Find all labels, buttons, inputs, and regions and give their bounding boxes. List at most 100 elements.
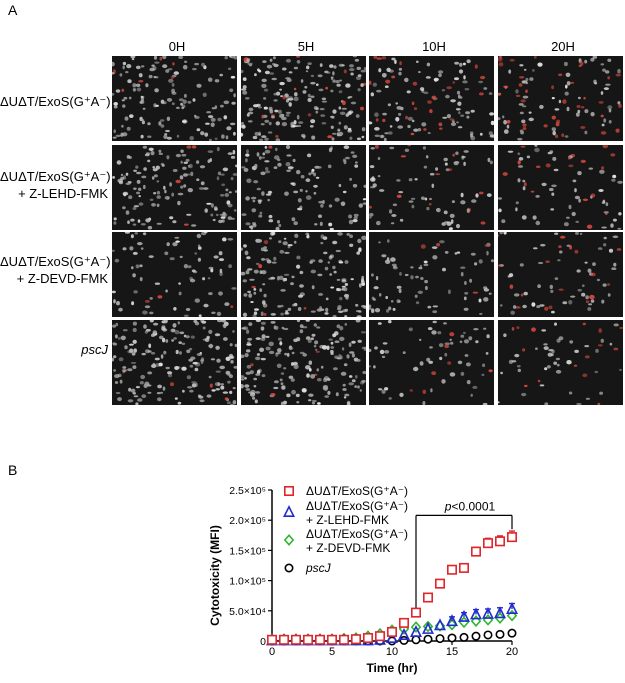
pvalue-label: p<0.0001: [444, 499, 496, 513]
data-point: [410, 621, 422, 634]
data-point: [446, 614, 458, 627]
data-point: [374, 631, 385, 642]
data-point: [482, 538, 493, 549]
data-point: [410, 624, 422, 637]
data-point: [482, 606, 494, 619]
legend-label: ΔUΔT/ExoS(G⁺A⁻): [306, 484, 408, 498]
data-point: [338, 634, 349, 645]
data-point: [398, 627, 410, 640]
column-header-5h: 5H: [297, 39, 315, 54]
micrograph-tile: [369, 145, 494, 230]
data-point: [398, 617, 409, 628]
column-header-10h: 10H: [422, 39, 446, 54]
data-point: [434, 578, 445, 589]
micrograph-tile: [112, 56, 237, 141]
legend-label: ΔUΔT/ExoS(G⁺A⁻): [306, 527, 408, 541]
row-label-line1: ΔUΔT/ExoS(G⁺A⁻): [0, 94, 111, 109]
x-tick-label: 0: [269, 646, 275, 658]
data-point: [422, 592, 433, 603]
data-point: [422, 621, 434, 634]
data-point: [422, 620, 434, 633]
legend-label-line2: + Z-DEVD-FMK: [306, 541, 390, 555]
micrograph-tile: [241, 56, 366, 141]
legend-label: pscJ: [305, 561, 332, 575]
row-label-line1: ΔUΔT/ExoS(G⁺A⁻): [0, 169, 111, 184]
data-point: [494, 606, 506, 619]
micrograph-tile: [498, 232, 623, 317]
data-point: [470, 546, 481, 557]
y-tick-label: 2.5×10⁵: [229, 485, 266, 497]
y-tick-label: 5.0×10⁴: [229, 606, 266, 618]
x-axis-label: Time (hr): [366, 661, 417, 675]
data-point: [458, 562, 469, 573]
panel-a-letter: A: [8, 2, 18, 18]
data-point: [411, 635, 421, 645]
y-tick-label: 1.0×10⁵: [229, 576, 266, 588]
micrograph-tile: [498, 56, 623, 141]
micrograph-tile: [369, 56, 494, 141]
micrograph-tile: [112, 145, 237, 230]
column-header-0h: 0H: [168, 39, 186, 54]
data-point: [470, 615, 482, 627]
data-point: [506, 532, 517, 543]
data-point: [459, 632, 469, 642]
x-tick-label: 10: [386, 646, 398, 658]
y-axis-label: Cytotoxicity (MFI): [208, 525, 222, 626]
row-label-exos-devd: ΔUΔT/ExoS(G⁺A⁻) + Z-DEVD-FMK: [0, 253, 111, 287]
y-tick-label: 2.0×10⁵: [229, 515, 266, 527]
data-point: [471, 631, 481, 641]
data-point: [483, 630, 493, 640]
data-point: [410, 607, 421, 618]
micrograph-tile: [369, 320, 494, 405]
column-header-20h: 20H: [551, 39, 575, 54]
micrograph-tile: [112, 232, 237, 317]
row-label-line1: ΔUΔT/ExoS(G⁺A⁻): [0, 254, 111, 269]
row-label-pscj: pscJ: [0, 341, 108, 358]
legend-marker: [283, 505, 295, 518]
micrograph-tile: [112, 320, 237, 405]
micrograph-tile: [241, 320, 366, 405]
legend-label-line2: + Z-LEHD-FMK: [306, 513, 389, 527]
data-point: [458, 609, 470, 622]
micrograph-tile: [498, 320, 623, 405]
data-point: [386, 630, 398, 643]
micrograph-tile: [241, 145, 366, 230]
micrograph-tile: [369, 232, 494, 317]
data-point: [506, 601, 518, 614]
data-point: [314, 634, 325, 645]
legend-marker: [283, 485, 294, 496]
data-point: [494, 536, 505, 547]
data-point: [435, 634, 445, 644]
row-label-line2: + Z-DEVD-FMK: [16, 271, 108, 286]
data-point: [495, 629, 505, 639]
data-point: [507, 628, 517, 638]
x-tick-label: 5: [329, 646, 335, 658]
data-point: [302, 634, 313, 645]
data-point: [446, 564, 457, 575]
panel-b-letter: B: [8, 462, 18, 478]
legend-marker: [284, 563, 294, 573]
data-point: [447, 633, 457, 643]
data-point: [434, 618, 446, 631]
data-point: [362, 632, 373, 643]
data-point: [278, 634, 289, 645]
data-point: [506, 609, 518, 622]
data-point: [326, 634, 337, 645]
data-point: [399, 635, 409, 645]
y-tick-label: 0: [260, 636, 266, 648]
row-label-line2: + Z-LEHD-FMK: [18, 186, 108, 201]
y-tick-label: 1.5×10⁵: [229, 545, 266, 557]
row-label-line1: pscJ: [81, 342, 108, 357]
data-point: [482, 613, 494, 626]
legend-marker: [283, 534, 295, 546]
row-label-exos-lehd: ΔUΔT/ExoS(G⁺A⁻) + Z-LEHD-FMK: [0, 168, 111, 202]
data-point: [494, 612, 506, 624]
row-label-exos: ΔUΔT/ExoS(G⁺A⁻): [0, 93, 111, 110]
data-point: [386, 626, 397, 637]
micrograph-tile: [241, 232, 366, 317]
data-point: [290, 634, 301, 645]
x-tick-label: 20: [506, 646, 518, 658]
data-point: [266, 634, 277, 645]
data-point: [423, 634, 433, 644]
